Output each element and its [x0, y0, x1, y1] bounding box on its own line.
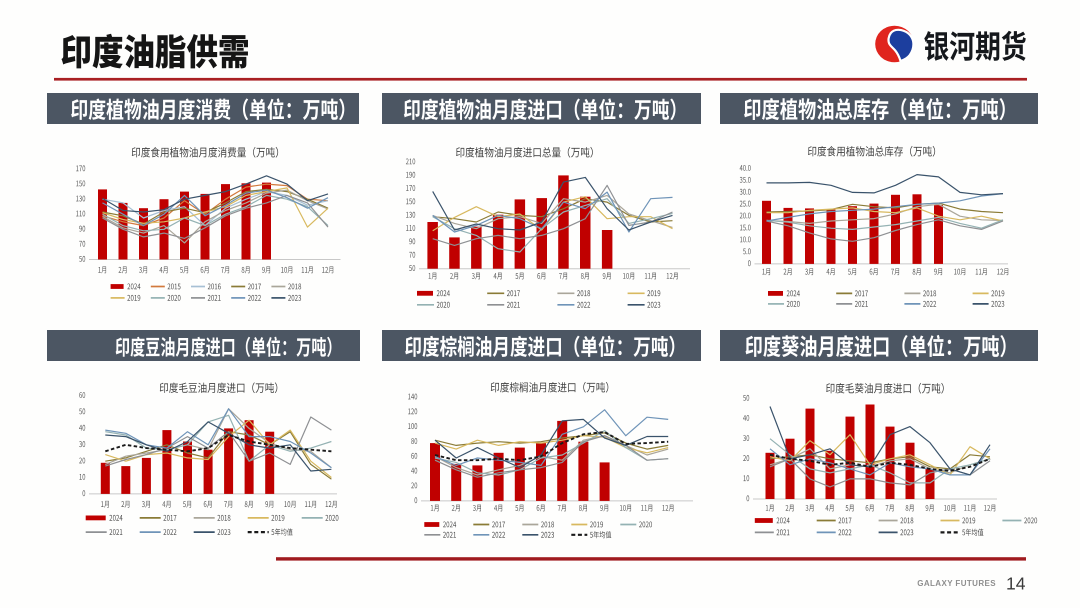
svg-text:GALAXY FUTURES: GALAXY FUTURES: [917, 579, 996, 588]
svg-text:14: 14: [1006, 574, 1026, 594]
